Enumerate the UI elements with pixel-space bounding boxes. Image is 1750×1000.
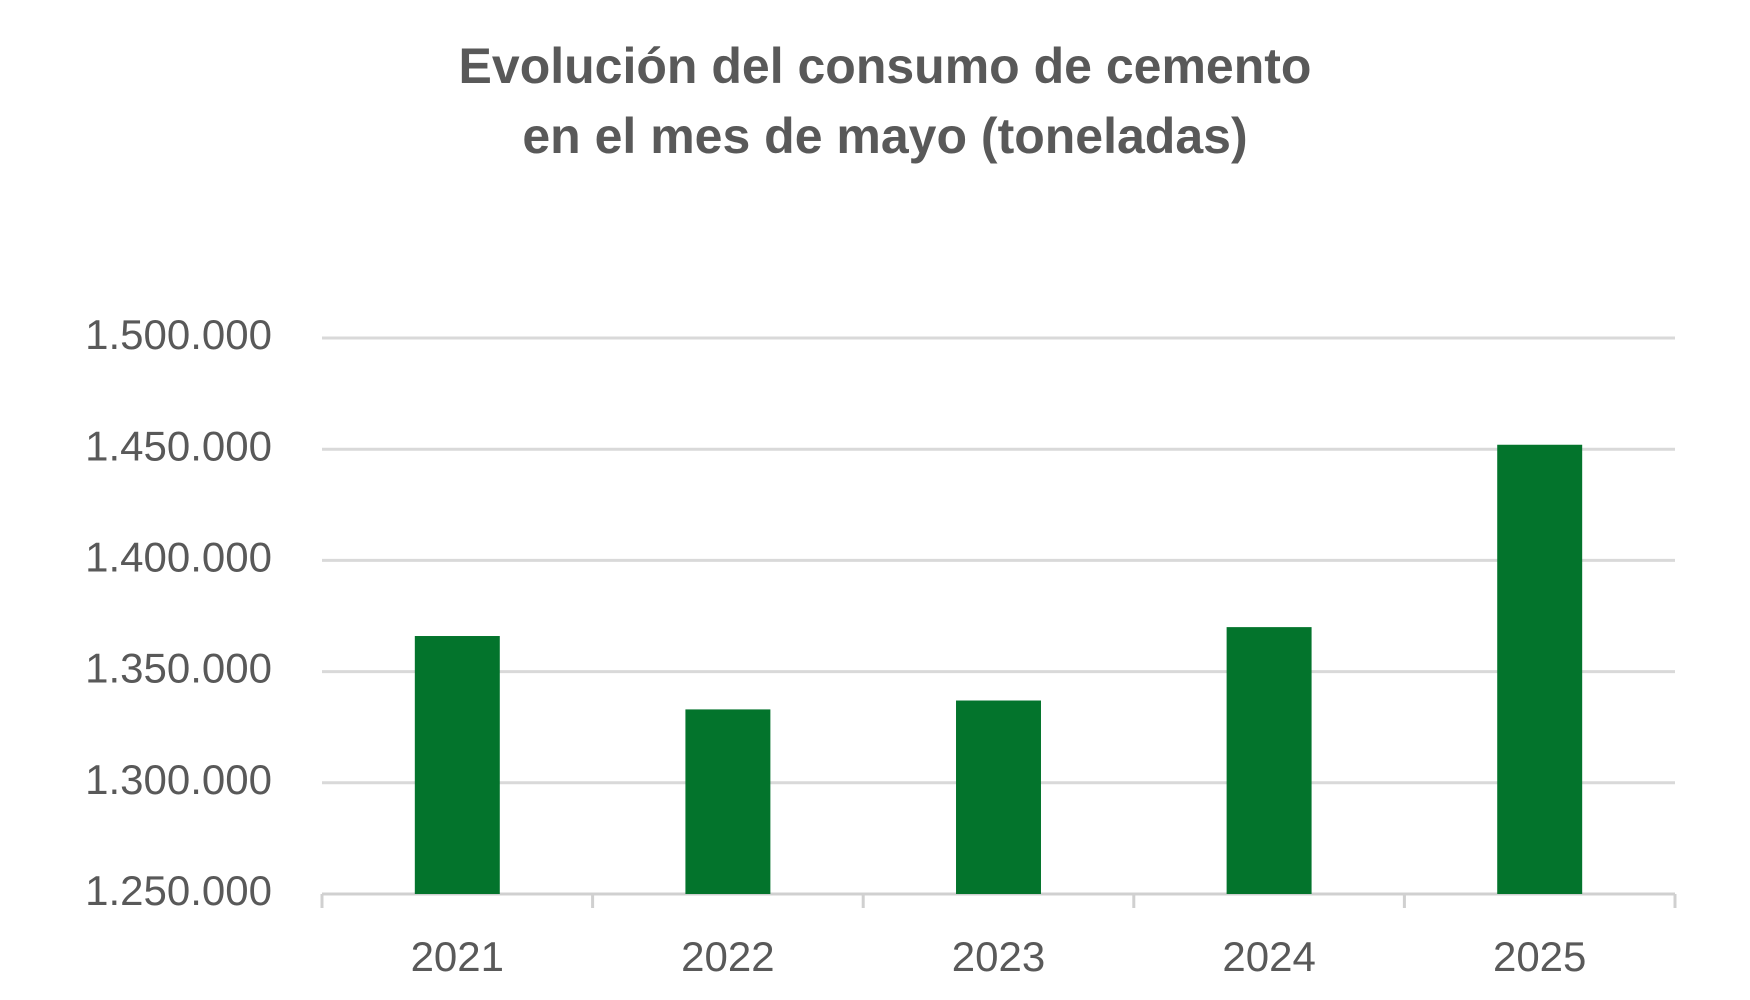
y-tick-label: 1.400.000: [85, 533, 272, 580]
bar: [414, 636, 500, 894]
x-tick-label: 2023: [952, 933, 1045, 980]
y-tick-label: 1.350.000: [85, 645, 272, 692]
y-tick-label: 1.300.000: [85, 756, 272, 803]
bar: [1497, 444, 1583, 894]
x-tick-label: 2022: [681, 933, 774, 980]
y-tick-label: 1.450.000: [85, 422, 272, 469]
x-tick-label: 2025: [1493, 933, 1586, 980]
y-tick-label: 1.500.000: [85, 311, 272, 358]
chart-title: en el mes de mayo (toneladas): [522, 108, 1247, 164]
bar: [685, 709, 771, 894]
x-tick-label: 2021: [411, 933, 504, 980]
x-tick-label: 2024: [1222, 933, 1315, 980]
chart-title: Evolución del consumo de cemento: [459, 38, 1312, 94]
bar: [956, 700, 1041, 894]
bar: [1226, 627, 1312, 894]
y-tick-label: 1.250.000: [85, 867, 272, 914]
